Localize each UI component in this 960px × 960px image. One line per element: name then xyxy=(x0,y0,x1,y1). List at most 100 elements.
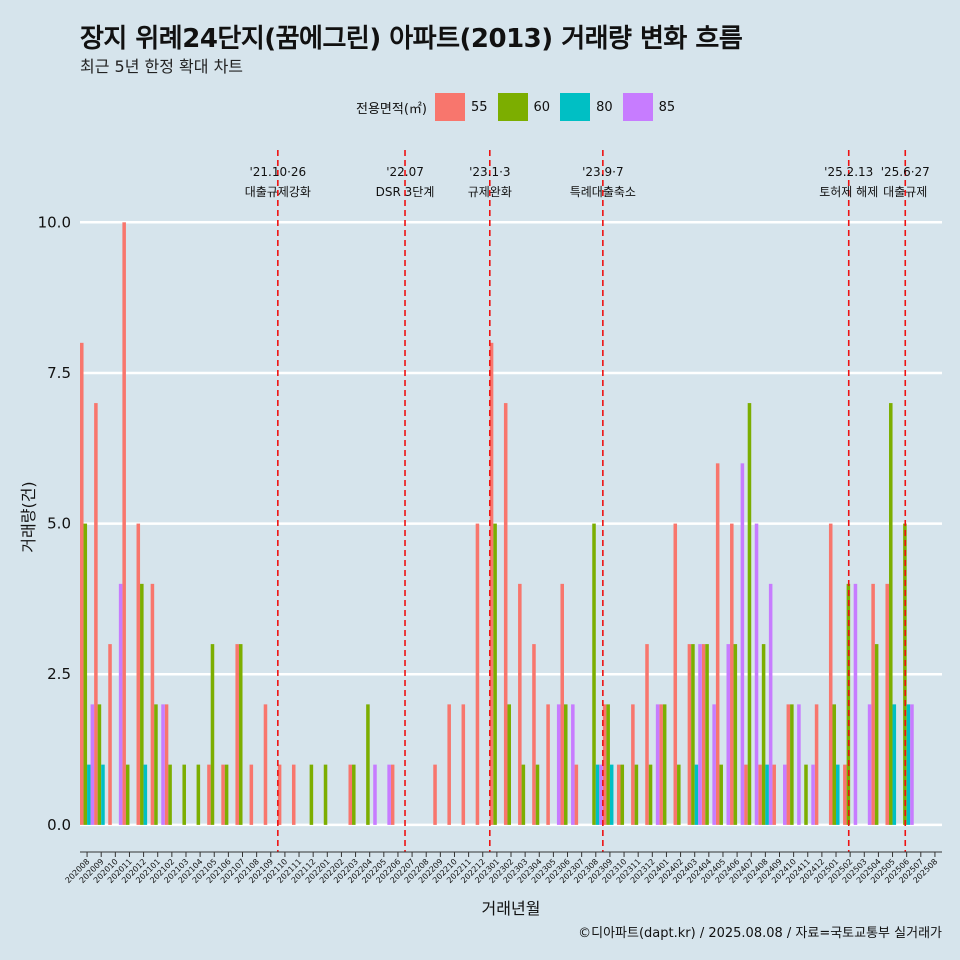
bar-60-202505 xyxy=(889,403,893,825)
bar-80-202505 xyxy=(892,704,897,825)
bar-55-202409 xyxy=(772,764,776,825)
bar-60-202203 xyxy=(352,764,356,825)
legend-item-80: 80 xyxy=(560,93,613,121)
bar-55-202010 xyxy=(108,644,112,825)
bar-60-202009 xyxy=(97,704,102,825)
bar-85-202306 xyxy=(571,704,575,825)
bar-55-202404 xyxy=(701,644,706,825)
chart-subtitle: 최근 5년 한정 확대 차트 xyxy=(80,57,244,76)
bar-55-202008 xyxy=(80,342,84,825)
bar-55-202107 xyxy=(235,644,239,825)
bar-85-202204 xyxy=(373,764,377,825)
bar-55-202309 xyxy=(602,704,607,825)
bar-60-202306 xyxy=(563,704,568,825)
bar-55-202311 xyxy=(631,704,635,825)
y-tick-label: 7.5 xyxy=(47,364,71,382)
bar-85-202409 xyxy=(783,764,787,825)
bar-55-202111 xyxy=(291,764,296,825)
bar-60-202011 xyxy=(125,764,130,825)
bar-55-202101 xyxy=(150,583,155,825)
bar-55-202312 xyxy=(645,644,649,825)
bar-55-202012 xyxy=(136,523,141,825)
bar-55-202210 xyxy=(447,704,451,825)
bar-60-202406 xyxy=(733,644,738,825)
legend-label-80: 80 xyxy=(596,99,613,115)
bar-85-202407 xyxy=(754,523,759,825)
bar-60-202103 xyxy=(182,764,186,825)
y-tick-label: 10.0 xyxy=(38,213,71,231)
bar-55-202407 xyxy=(744,764,748,825)
event-date: '25.2.13 xyxy=(824,165,873,179)
legend-title: 전용면적(㎡) xyxy=(356,101,427,117)
legend-label-55: 55 xyxy=(470,99,488,115)
bar-85-202403 xyxy=(698,644,702,825)
legend-swatch-80 xyxy=(560,93,591,121)
bar-60-202301 xyxy=(493,523,497,825)
bar-55-202504 xyxy=(871,583,875,825)
bar-85-202506 xyxy=(910,704,914,825)
bar-60-202201 xyxy=(323,764,328,825)
bar-60-202410 xyxy=(790,704,794,825)
bar-55-202310 xyxy=(616,764,621,825)
bar-55-202302 xyxy=(503,403,508,825)
bar-60-202102 xyxy=(168,764,172,825)
y-tick-label: 0.0 xyxy=(47,816,71,834)
event-label: 특례대출축소 xyxy=(570,185,636,199)
bar-55-202408 xyxy=(758,764,762,825)
bar-55-202009 xyxy=(94,403,98,825)
bar-55-202307 xyxy=(574,764,579,825)
event-label: 토허제 해제 xyxy=(819,185,878,199)
bar-60-202311 xyxy=(634,764,639,825)
bar-55-202102 xyxy=(164,704,169,825)
bar-55-202209 xyxy=(433,764,437,825)
bars xyxy=(80,222,914,825)
bar-60-202408 xyxy=(761,644,766,825)
bar-60-202501 xyxy=(832,704,837,825)
event-date: '23.1·3 xyxy=(469,165,510,179)
bar-80-202308 xyxy=(595,764,600,825)
x-axis-label: 거래년월 xyxy=(482,899,541,918)
bar-60-202204 xyxy=(366,704,370,825)
y-tick-label: 2.5 xyxy=(47,665,71,683)
bar-85-202503 xyxy=(867,704,872,825)
bar-55-202108 xyxy=(249,764,254,825)
bar-55-202212 xyxy=(475,523,480,825)
event-date: '22.07 xyxy=(386,165,424,179)
bar-80-202309 xyxy=(609,764,614,825)
bar-85-202312 xyxy=(655,704,660,825)
bar-55-202109 xyxy=(263,704,268,825)
bar-55-202304 xyxy=(532,644,536,825)
bar-55-202303 xyxy=(518,583,522,825)
event-date: '25.6·27 xyxy=(881,165,930,179)
bar-85-202502 xyxy=(853,583,858,825)
bar-85-202404 xyxy=(712,704,716,825)
bar-85-202410 xyxy=(797,704,801,825)
bar-60-202404 xyxy=(705,644,709,825)
legend-item-60: 60 xyxy=(497,93,551,121)
bar-80-202501 xyxy=(836,764,840,825)
legend-label-60: 60 xyxy=(533,99,551,115)
bar-55-202306 xyxy=(560,583,564,825)
caption: ©디아파트(dapt.kr) / 2025.08.08 / 자료=국토교통부 실… xyxy=(578,926,942,941)
bar-55-202501 xyxy=(828,523,833,825)
bar-60-202401 xyxy=(662,704,667,825)
bar-85-202205 xyxy=(387,764,391,825)
bar-55-202011 xyxy=(122,222,126,825)
bar-60-202411 xyxy=(804,764,808,825)
bar-55-202401 xyxy=(659,704,663,825)
bar-85-202406 xyxy=(740,463,745,825)
bar-60-202308 xyxy=(592,523,596,825)
bar-85-202405 xyxy=(726,644,731,825)
bar-60-202504 xyxy=(874,644,879,825)
bar-60-202402 xyxy=(677,764,681,825)
bar-60-202107 xyxy=(238,644,243,825)
legend-item-55: 55 xyxy=(434,93,488,121)
bar-85-202010 xyxy=(118,583,123,825)
x-axis: 2020082020092020102020112020122021012021… xyxy=(64,851,942,885)
event-label: DSR 3단계 xyxy=(376,185,435,199)
bar-55-202301 xyxy=(489,342,494,825)
event-date: '23.9·7 xyxy=(582,165,623,179)
bar-60-202407 xyxy=(747,403,752,825)
bar-80-202403 xyxy=(694,764,699,825)
bar-55-202502 xyxy=(843,764,847,825)
